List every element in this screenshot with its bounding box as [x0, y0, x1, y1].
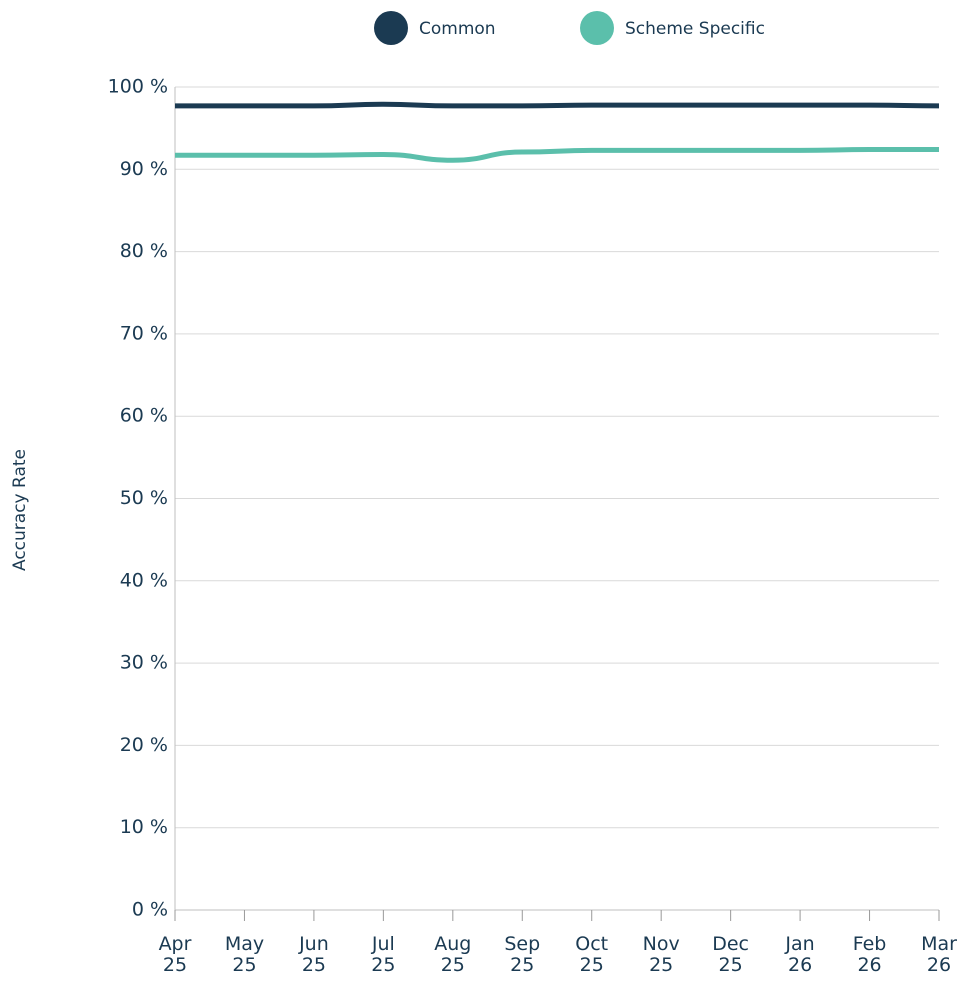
- legend-label: Common: [419, 19, 496, 39]
- x-tick-label: Oct 25: [575, 933, 609, 976]
- x-tick-label: May 25: [224, 933, 265, 976]
- x-tick-label: Feb 26: [852, 933, 887, 976]
- y-tick-label: 30 %: [120, 652, 168, 674]
- legend-label: Scheme Specific: [625, 19, 765, 39]
- y-tick-label: 80 %: [120, 240, 168, 262]
- y-tick-label: 40 %: [120, 569, 168, 591]
- y-axis-title: Accuracy Rate: [10, 449, 30, 571]
- x-tick-label: Sep 25: [504, 933, 541, 976]
- x-tick-label: Jul 25: [371, 933, 396, 976]
- y-tick-label: 70 %: [120, 322, 168, 344]
- x-tick-label: Apr 25: [158, 933, 192, 976]
- y-tick-label: 100 %: [108, 76, 168, 98]
- legend-swatch: [374, 11, 408, 45]
- x-tick-label: Aug 25: [434, 933, 472, 976]
- legend-swatch: [580, 11, 614, 45]
- x-tick-label: Mar 26: [921, 933, 957, 976]
- y-tick-label: 90 %: [120, 158, 168, 180]
- y-tick-label: 20 %: [120, 734, 168, 756]
- series-line: [175, 147, 939, 163]
- x-tick-label: Dec 25: [712, 933, 750, 976]
- y-tick-label: 0 %: [132, 899, 168, 921]
- y-tick-label: 50 %: [120, 487, 168, 509]
- x-tick-label: Jan 26: [785, 933, 815, 976]
- x-tick-label: Jun 25: [299, 933, 329, 976]
- x-tick-label: Nov 25: [642, 933, 680, 976]
- y-tick-label: 10 %: [120, 816, 168, 838]
- y-tick-label: 60 %: [120, 405, 168, 427]
- series-line: [175, 101, 940, 109]
